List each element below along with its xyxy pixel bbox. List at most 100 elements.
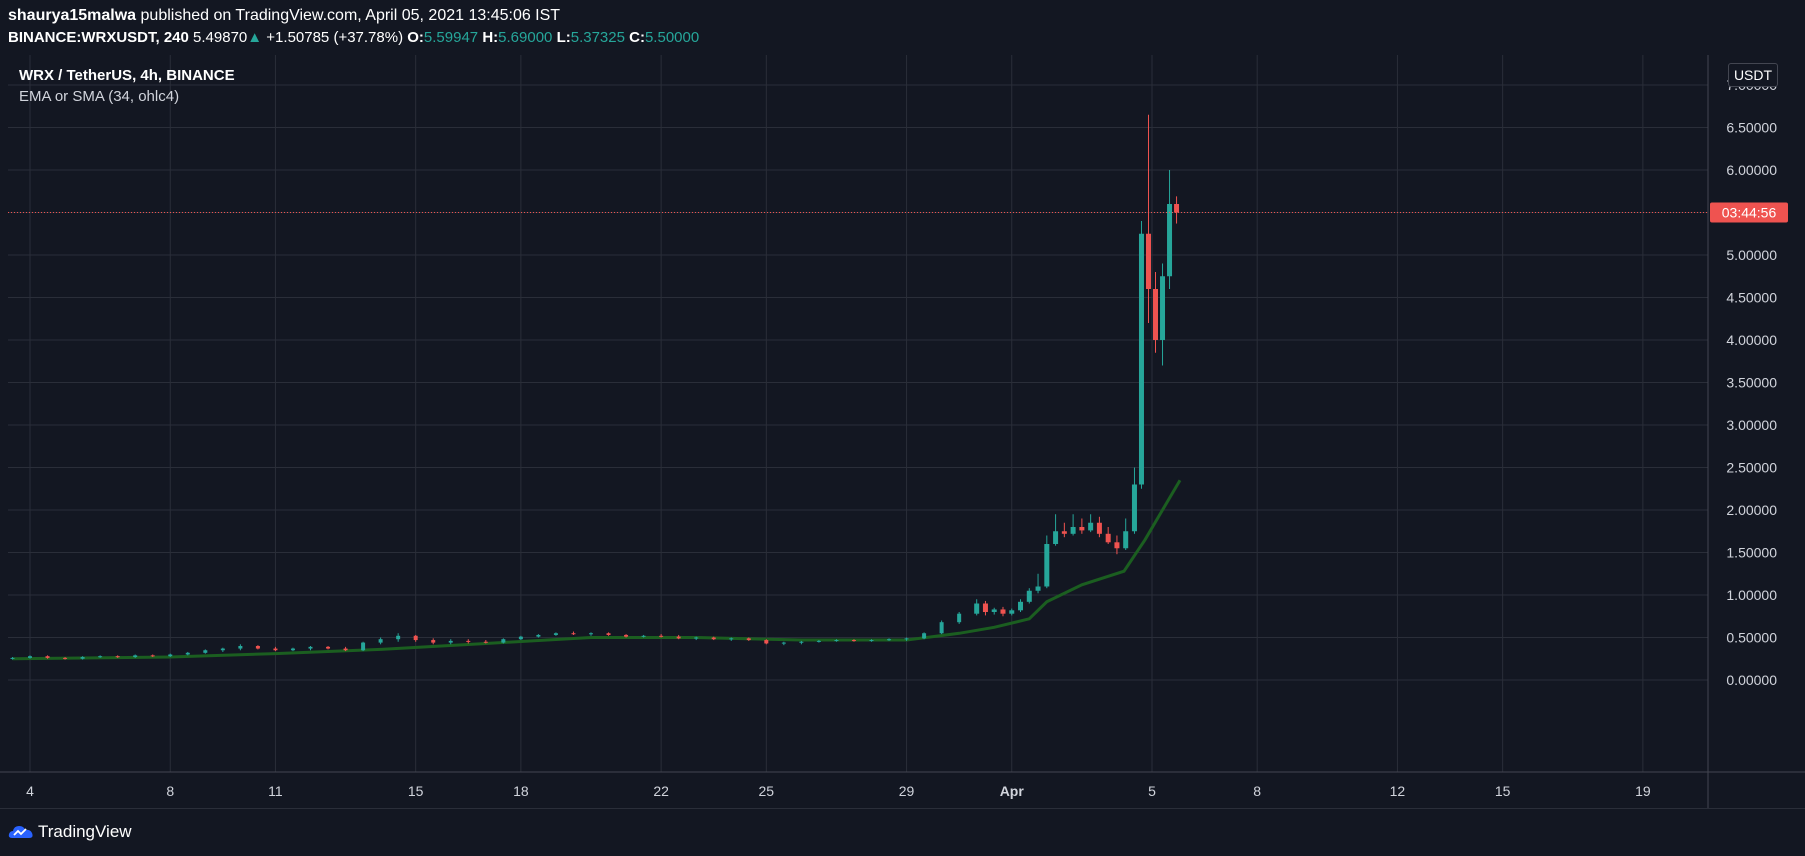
- price-chart[interactable]: 0.00000 0.50000 1.00000 1.50000 2.00000 2.500…: [0, 55, 1805, 811]
- candle[interactable]: [308, 646, 313, 651]
- candle[interactable]: [1026, 588, 1032, 604]
- candle[interactable]: [1105, 527, 1111, 544]
- candle[interactable]: [869, 639, 874, 642]
- candle[interactable]: [98, 655, 103, 658]
- candle-body: [982, 603, 988, 612]
- candle-body: [553, 633, 558, 635]
- currency-unit-badge[interactable]: USDT: [1728, 63, 1778, 87]
- candle[interactable]: [1167, 170, 1173, 289]
- candle[interactable]: [1000, 606, 1006, 617]
- candle[interactable]: [1160, 263, 1166, 366]
- candle[interactable]: [659, 634, 664, 638]
- candle[interactable]: [290, 647, 295, 652]
- candle[interactable]: [694, 636, 699, 641]
- candle[interactable]: [606, 632, 611, 636]
- candle-body: [343, 648, 348, 651]
- candle[interactable]: [982, 600, 988, 616]
- candle-body: [606, 633, 611, 635]
- candle[interactable]: [536, 634, 541, 638]
- candle[interactable]: [887, 638, 892, 641]
- candle[interactable]: [553, 632, 558, 636]
- candle[interactable]: [1088, 514, 1094, 533]
- candle[interactable]: [133, 654, 138, 658]
- candle[interactable]: [1009, 608, 1015, 616]
- candle[interactable]: [781, 641, 786, 646]
- candle[interactable]: [641, 634, 646, 638]
- candle[interactable]: [939, 620, 944, 635]
- candle[interactable]: [203, 649, 208, 654]
- candle[interactable]: [10, 657, 15, 660]
- candle[interactable]: [624, 634, 629, 638]
- candle[interactable]: [343, 646, 348, 652]
- candle[interactable]: [431, 638, 436, 645]
- candle[interactable]: [1138, 221, 1144, 489]
- candle[interactable]: [255, 645, 260, 650]
- tradingview-logo[interactable]: TradingView: [8, 822, 132, 842]
- indicator-legend[interactable]: EMA or SMA (34, ohlc4): [19, 88, 180, 105]
- candle[interactable]: [991, 607, 997, 615]
- candle-body: [887, 639, 892, 641]
- candle[interactable]: [115, 655, 120, 658]
- candle[interactable]: [589, 632, 593, 636]
- candle[interactable]: [150, 654, 155, 658]
- candle[interactable]: [396, 633, 401, 642]
- ema-line[interactable]: [12, 479, 1182, 661]
- candle[interactable]: [834, 639, 839, 642]
- candle[interactable]: [974, 599, 980, 616]
- candle[interactable]: [63, 657, 68, 660]
- candle[interactable]: [851, 639, 856, 642]
- candle[interactable]: [413, 634, 418, 642]
- candle[interactable]: [1123, 518, 1129, 550]
- candle[interactable]: [378, 637, 383, 645]
- candle[interactable]: [1061, 522, 1067, 538]
- candle[interactable]: [220, 647, 225, 652]
- candle[interactable]: [273, 646, 278, 652]
- candle[interactable]: [483, 640, 488, 644]
- candle[interactable]: [957, 612, 962, 624]
- time-tick-label: 15: [1495, 783, 1511, 799]
- candle[interactable]: [904, 637, 909, 641]
- price-axis[interactable]: 0.00000 0.50000 1.00000 1.50000 2.00000 2.500…: [1710, 77, 1788, 688]
- candle[interactable]: [764, 639, 769, 645]
- candle-body: [273, 648, 278, 651]
- candle[interactable]: [1018, 599, 1024, 612]
- candle-body: [904, 638, 909, 640]
- candle[interactable]: [1035, 573, 1041, 594]
- candle[interactable]: [1153, 272, 1159, 353]
- candle[interactable]: [466, 639, 471, 644]
- candle[interactable]: [448, 639, 453, 645]
- candle-body: [641, 635, 646, 637]
- candle[interactable]: [1044, 535, 1050, 589]
- up-arrow-icon: ▲: [247, 29, 263, 46]
- candle[interactable]: [711, 636, 716, 641]
- author-name[interactable]: shaurya15malwa: [8, 7, 137, 24]
- candle[interactable]: [1145, 114, 1151, 323]
- candle[interactable]: [1070, 514, 1076, 536]
- candle[interactable]: [571, 631, 576, 635]
- candle[interactable]: [168, 653, 173, 658]
- candle[interactable]: [518, 635, 523, 641]
- candle[interactable]: [1096, 516, 1102, 538]
- chart-legend-title[interactable]: WRX / TetherUS, 4h, BINANCE: [19, 67, 235, 84]
- candle[interactable]: [361, 641, 366, 652]
- candle[interactable]: [1053, 514, 1059, 546]
- candle[interactable]: [1079, 518, 1085, 534]
- candle[interactable]: [185, 651, 190, 656]
- candle[interactable]: [729, 637, 734, 641]
- candle[interactable]: [676, 634, 681, 640]
- candle[interactable]: [238, 644, 243, 651]
- candle[interactable]: [28, 655, 32, 659]
- candle[interactable]: [1174, 196, 1180, 224]
- candle[interactable]: [1131, 467, 1137, 534]
- candle[interactable]: [816, 640, 821, 643]
- candle[interactable]: [45, 655, 50, 659]
- candle[interactable]: [746, 637, 751, 641]
- candle-body: [991, 609, 997, 612]
- candle[interactable]: [799, 640, 804, 645]
- candle[interactable]: [80, 656, 85, 660]
- time-axis[interactable]: 4 8 11 15 18 22 25 29 Apr 5 8 12 15 19: [26, 783, 1651, 799]
- candle[interactable]: [922, 632, 927, 640]
- candle[interactable]: [326, 646, 331, 650]
- candle[interactable]: [1114, 535, 1120, 555]
- candle[interactable]: [501, 638, 506, 644]
